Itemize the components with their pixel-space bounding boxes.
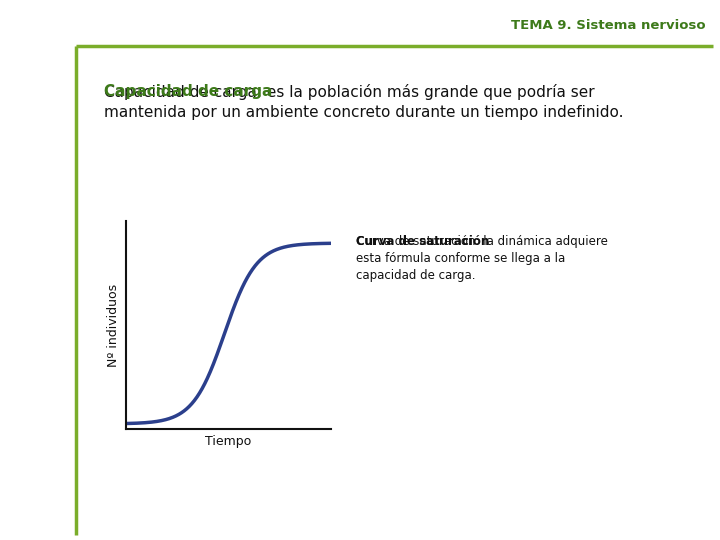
Text: Capacidad de carga: Capacidad de carga xyxy=(104,84,273,99)
X-axis label: Tiempo: Tiempo xyxy=(205,435,252,448)
Text: Capacidad de carga: es la población más grande que podría ser
mantenida por un a: Capacidad de carga: es la población más … xyxy=(104,84,624,119)
Text: Curva de saturación: la dinámica adquiere
esta fórmula conforme se llega a la
ca: Curva de saturación: la dinámica adquier… xyxy=(356,235,608,282)
Y-axis label: Nº individuos: Nº individuos xyxy=(107,284,120,367)
Text: Curva de saturación: Curva de saturación xyxy=(356,235,490,248)
Text: TEMA 9. Sistema nervioso: TEMA 9. Sistema nervioso xyxy=(511,19,706,32)
